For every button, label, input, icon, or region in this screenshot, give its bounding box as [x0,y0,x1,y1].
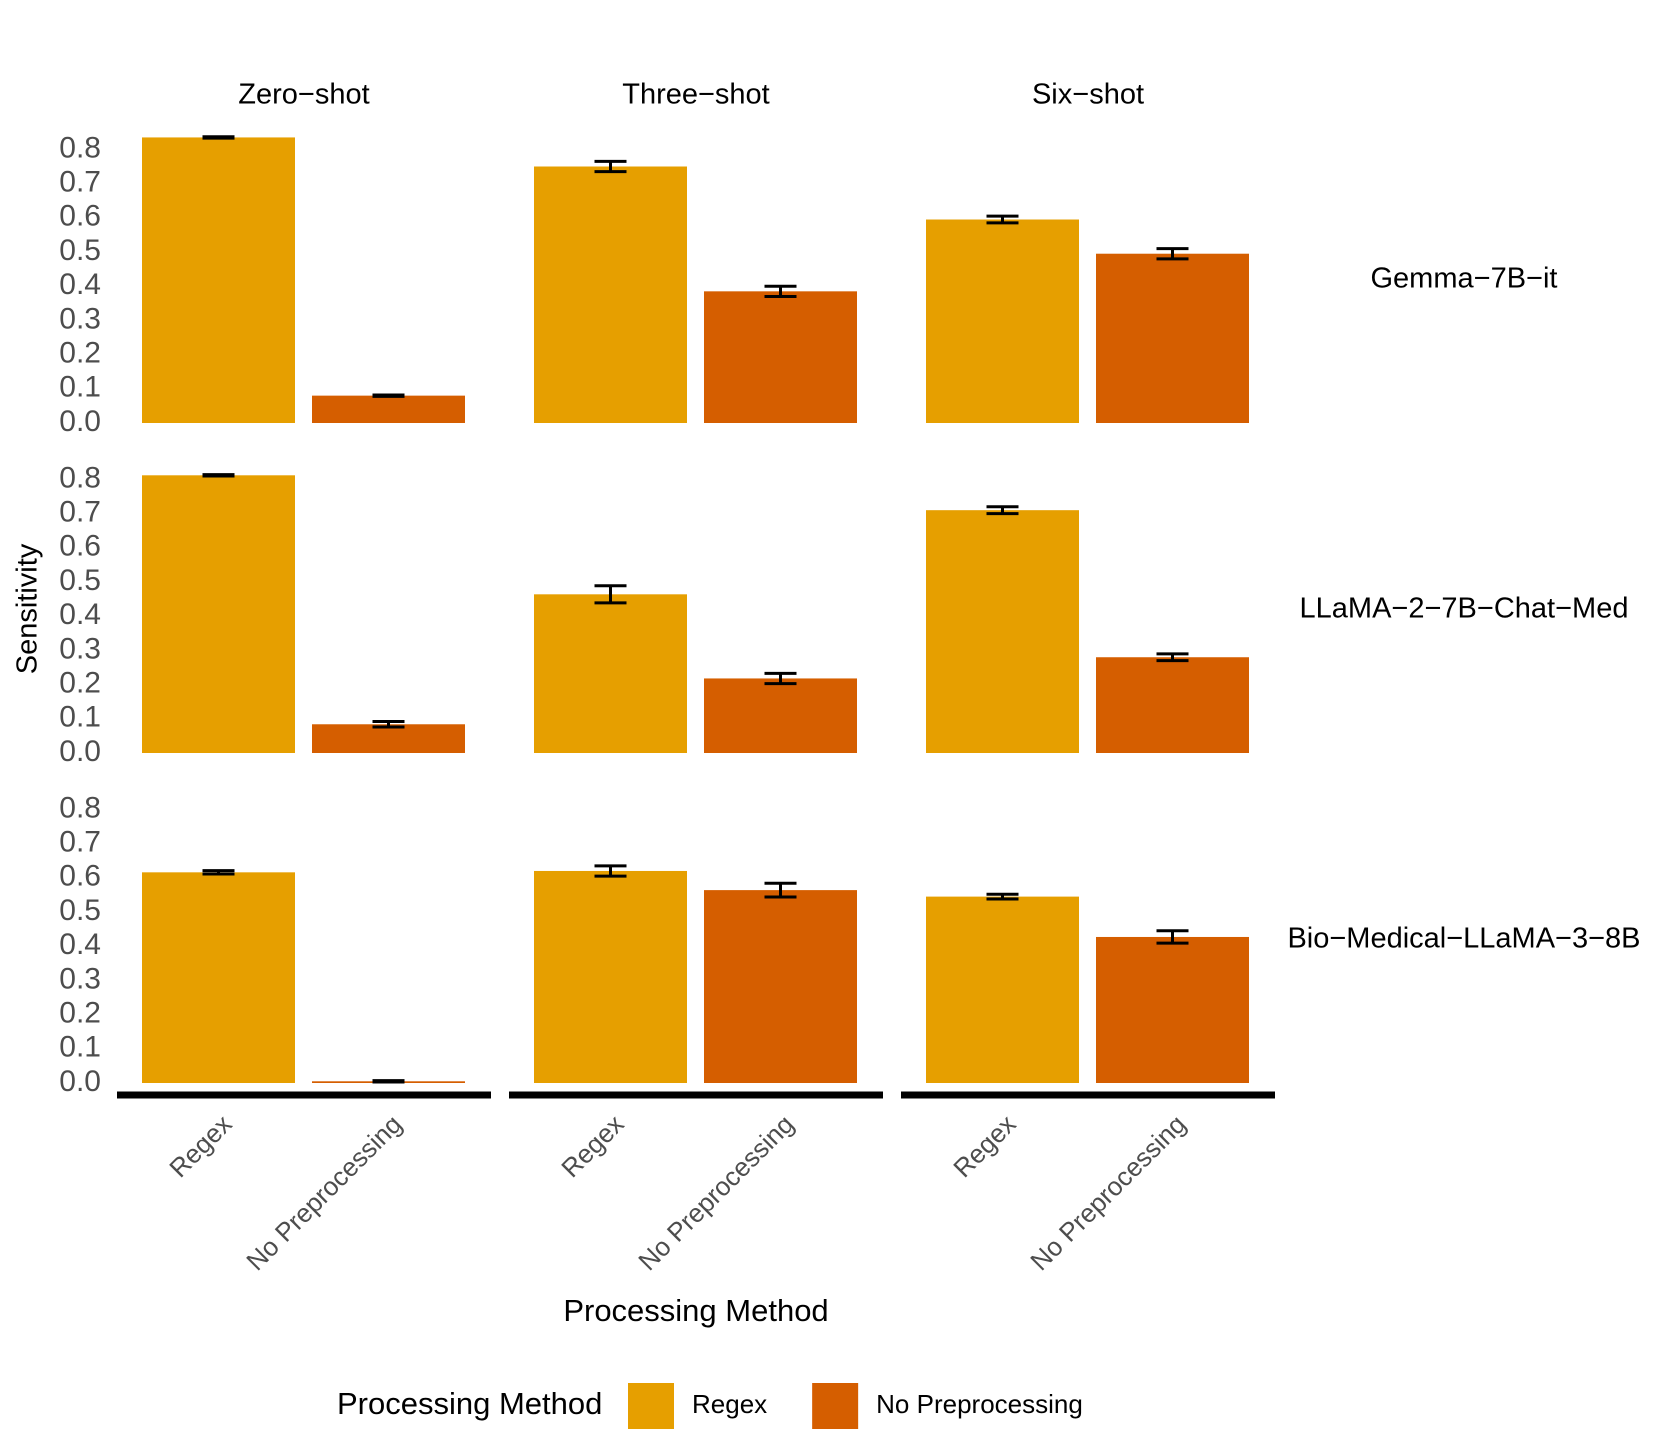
x-tick-label: Regex [555,1109,629,1183]
error-bar [1156,929,1189,945]
x-axis-title: Processing Method [563,1293,828,1328]
error-bar [764,671,797,686]
y-tick-label: 0.5 [59,894,101,927]
y-tick-label: 0.3 [59,632,101,665]
y-tick-label: 0.4 [59,598,101,631]
error-bar [594,584,627,605]
error-bar [986,214,1019,225]
y-tick-label: 0.8 [59,791,101,824]
x-tick-label: Regex [163,1109,237,1183]
facet-title: Six−shot [1032,79,1144,111]
error-bar [764,881,797,899]
bar [926,510,1079,753]
y-tick-label: 0.6 [59,200,101,233]
x-tick-label: No Preprocessing [240,1109,407,1276]
y-tick-label: 0.5 [59,564,101,597]
error-bar [594,159,627,174]
error-bar [372,393,405,398]
error-bar [202,135,235,140]
facet-title: Zero−shot [238,79,369,111]
y-tick-label: 0.0 [59,735,101,768]
y-axis-title: Sensitivity [12,543,44,674]
y-tick-label: 0.8 [59,461,101,494]
legend-label: No Preprocessing [876,1389,1083,1419]
error-bar [986,505,1019,516]
x-tick-label: No Preprocessing [632,1109,799,1276]
y-tick-label: 0.8 [59,131,101,164]
bar [704,890,857,1083]
error-bar [372,720,405,729]
error-bar [1156,652,1189,663]
error-bar [1156,247,1189,261]
y-tick-label: 0.1 [59,371,101,404]
y-tick-label: 0.7 [59,166,101,199]
error-bar [372,1079,405,1084]
y-tick-label: 0.7 [59,496,101,529]
bar [1096,253,1249,423]
y-tick-label: 0.2 [59,667,101,700]
bar [142,475,295,753]
bar [312,395,465,423]
bar [142,872,295,1083]
error-bar [202,473,235,478]
error-bar [594,864,627,878]
y-tick-label: 0.2 [59,997,101,1030]
y-tick-label: 0.3 [59,962,101,995]
bar [312,724,465,753]
facet-row-title: LLaMA−2−7B−Chat−Med [1300,593,1629,625]
y-tick-label: 0.6 [59,860,101,893]
bar [704,678,857,753]
y-tick-label: 0.0 [59,1065,101,1098]
bar [534,166,687,423]
legend-label: Regex [692,1389,767,1419]
bar [534,594,687,753]
legend-title: Processing Method [337,1386,602,1421]
legend-swatch [628,1383,674,1429]
facet-row-title: Gemma−7B−it [1371,263,1558,295]
x-tick-label: No Preprocessing [1024,1109,1191,1276]
y-tick-label: 0.1 [59,1031,101,1064]
bar [926,896,1079,1083]
error-bar [986,892,1019,901]
error-bar [202,869,235,876]
y-tick-label: 0.1 [59,701,101,734]
legend-swatch [812,1383,859,1429]
facet-title: Three−shot [622,79,770,111]
y-tick-label: 0.3 [59,302,101,335]
facet-row-title: Bio−Medical−LLaMA−3−8B [1287,923,1640,955]
y-tick-label: 0.0 [59,405,101,438]
y-tick-label: 0.6 [59,530,101,563]
bar [142,137,295,423]
error-bar [764,284,797,298]
bar [704,291,857,423]
bar [926,219,1079,423]
y-tick-label: 0.7 [59,826,101,859]
y-tick-label: 0.4 [59,928,101,961]
y-tick-label: 0.2 [59,337,101,370]
y-tick-label: 0.5 [59,234,101,267]
bar [534,870,687,1083]
x-tick-label: Regex [947,1109,1021,1183]
bar [1096,657,1249,753]
y-tick-label: 0.4 [59,268,101,301]
bar [1096,936,1249,1083]
